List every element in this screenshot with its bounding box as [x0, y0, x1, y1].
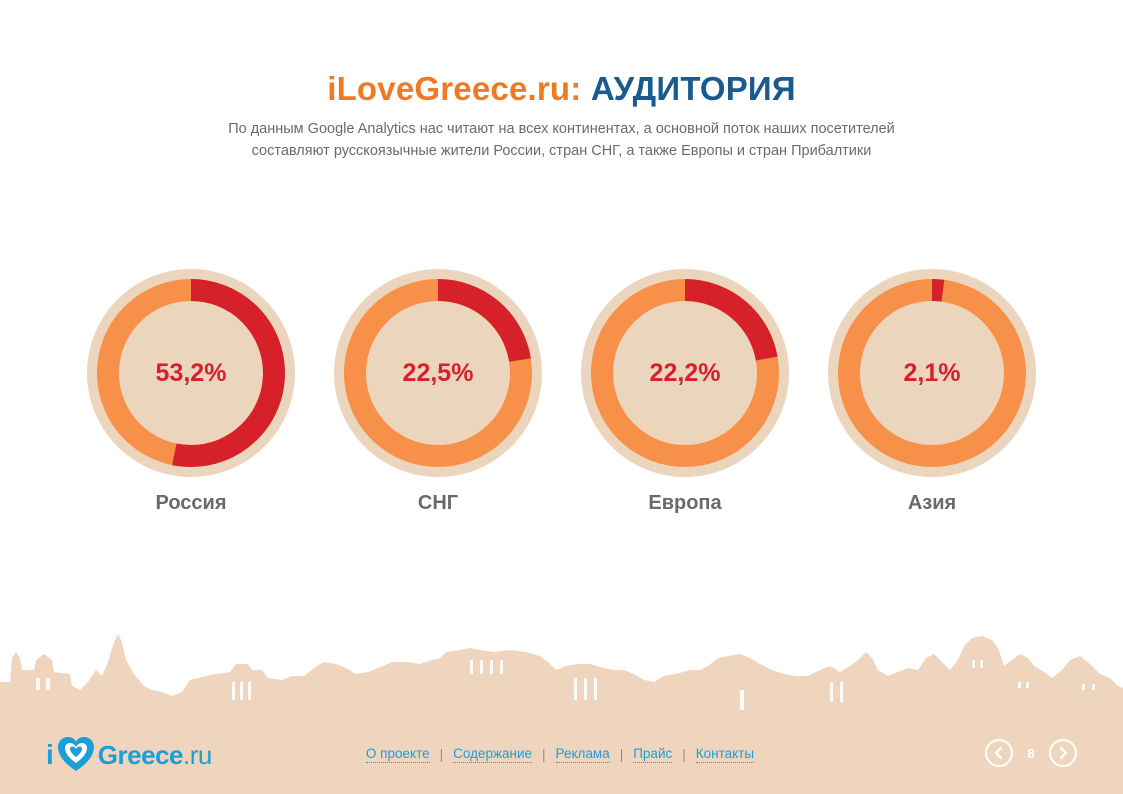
nav-link-contents[interactable]: Содержание [453, 746, 533, 763]
donut-value-cis: 22,5% [402, 358, 474, 387]
nav-separator: | [619, 747, 624, 762]
donut-svg-asia [828, 269, 1036, 477]
next-page-button[interactable] [1048, 739, 1077, 767]
nav-link-price[interactable]: Прайс [633, 746, 673, 763]
logo-tld: .ru [182, 739, 212, 770]
subtitle-line-2: составляют русскоязычные жители России, … [251, 143, 872, 159]
donut-label-russia: Россия [155, 492, 227, 514]
donut-chart-europe: 22,2% [580, 267, 790, 479]
prev-page-button[interactable] [985, 739, 1013, 767]
donut-value-europe: 22,2% [649, 358, 721, 387]
donut-svg-cis [334, 269, 542, 477]
page-subtitle: По данным Google Analytics нас читают на… [180, 118, 943, 162]
donut-value-arc-russia [97, 279, 285, 467]
chevron-left-icon [994, 746, 1003, 760]
donut-value-arc-europe [591, 279, 779, 467]
donut-label-asia: Азия [907, 492, 957, 514]
donut-value-asia: 2,1% [903, 358, 961, 387]
nav-separator: | [542, 747, 546, 762]
donut-svg-europe [581, 269, 789, 477]
page-number: 8 [1027, 745, 1035, 761]
nav-link-contacts[interactable]: Контакты [695, 746, 755, 763]
donut-label-europe: Европа [648, 492, 722, 514]
donut-svg-russia [87, 269, 295, 477]
subtitle-line-1: По данным Google Analytics нас читают на… [228, 121, 895, 137]
nav-link-about[interactable]: О проекте [365, 746, 430, 763]
greek-skyline-illustration [0, 634, 1123, 794]
title-brand: iLoveGreece.ru: [327, 70, 582, 107]
donut-chart-asia: 2,1% [827, 267, 1037, 479]
donut-value-russia: 53,2% [155, 358, 227, 387]
nav-separator: | [682, 747, 686, 762]
logo-greece: Greece [97, 739, 184, 770]
page-pager: 8 [985, 738, 1077, 768]
chevron-right-icon [1059, 746, 1068, 760]
page-title: iLoveGreece.ru: АУДИТОРИЯ [0, 70, 1123, 108]
footer-logo[interactable]: i Greece.ru [46, 735, 212, 775]
logo-wordmark: Greece.ru [97, 739, 213, 771]
donut-value-arc-asia [838, 279, 1026, 467]
donut-label-cis: СНГ [417, 492, 459, 514]
nav-link-advertising[interactable]: Реклама [555, 746, 610, 763]
heart-spiral-icon [57, 737, 94, 771]
nav-separator: | [439, 747, 444, 762]
logo-letter-i: i [46, 739, 54, 770]
donut-value-arc-cis [344, 279, 532, 467]
footer-navigation: О проекте | Содержание | Реклама | Прайс… [360, 746, 760, 763]
title-main: АУДИТОРИЯ [590, 70, 796, 107]
donut-chart-russia: 53,2% [86, 267, 296, 479]
donut-chart-cis: 22,5% [333, 267, 543, 479]
